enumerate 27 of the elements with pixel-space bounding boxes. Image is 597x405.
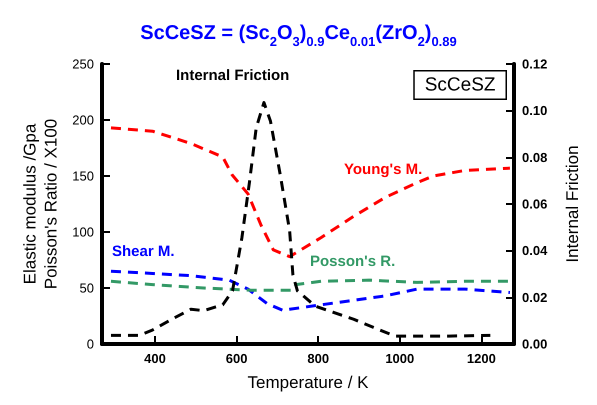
y-tick-label: 200: [72, 112, 94, 128]
y-tick-label: 100: [72, 224, 94, 240]
y2-tick-label: 0.10: [522, 103, 548, 118]
x-tick-label: 800: [307, 351, 330, 366]
y2-tick-label: 0.00: [522, 336, 548, 352]
y2-tick-label: 0.06: [522, 196, 548, 212]
y2-tick-label: 0.12: [522, 56, 548, 72]
y2-axis-title: Internal Friction: [563, 145, 582, 263]
y-tick-label: 150: [72, 168, 94, 184]
y-tick-label: 50: [80, 280, 94, 296]
annotation: ScCeSZ: [424, 74, 496, 96]
text: Internal Friction: [176, 67, 290, 84]
y-tick-label: 0: [86, 336, 94, 352]
series-label: Young's M.: [344, 161, 422, 178]
line-series: [109, 270, 512, 312]
y2-tick-label: 0.08: [522, 150, 548, 165]
series-label: Shear M.: [112, 243, 175, 260]
series-label: Posson's R.: [310, 253, 396, 270]
y2-tick-label: 0.02: [522, 290, 548, 305]
y-tick-label: 250: [72, 56, 94, 72]
x-tick-label: 600: [226, 351, 248, 366]
y-axis-title: Elastic modulus /Gpa Poisson's Ratio / X100: [20, 118, 60, 290]
y2-tick-label: 0.04: [522, 243, 548, 258]
x-axis-title: Temperature / K: [248, 373, 370, 392]
x-tick-label: 400: [144, 351, 166, 366]
x-tick-label: 1000: [385, 351, 414, 366]
x-tick-label: 1200: [466, 351, 496, 366]
